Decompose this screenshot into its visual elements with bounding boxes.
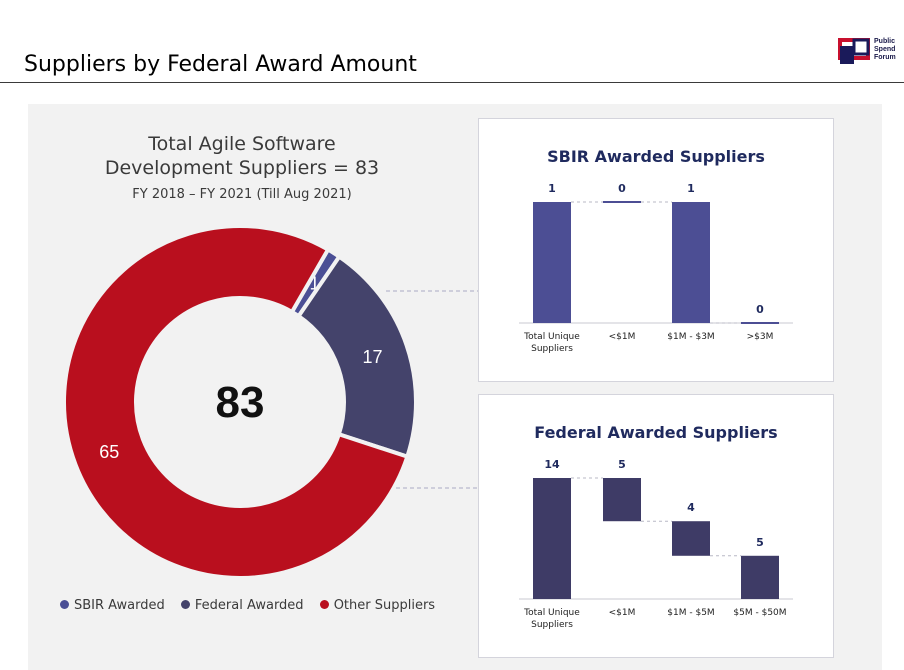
federal-bar-0	[533, 478, 571, 599]
sbir-chart-card: SBIR Awarded Suppliers 1 0 1 0 Total Unique S…	[478, 118, 834, 382]
legend-item-sbir: SBIR Awarded	[60, 598, 165, 613]
federal-category-label-0-line-1: Suppliers	[531, 620, 573, 630]
legend-swatch-sbir	[60, 600, 69, 609]
federal-value-label-0: 14	[544, 458, 560, 471]
legend-label-sbir: SBIR Awarded	[74, 598, 165, 613]
sbir-bar-2	[672, 202, 710, 323]
federal-value-label-3: 5	[756, 536, 764, 549]
sbir-value-label-2: 1	[687, 182, 695, 195]
federal-bar-chart: 14 5 4 5 Total Unique Suppliers <$1M $1M - $5M $…	[519, 458, 793, 630]
donut-legend: SBIR Awarded Federal Awarded Other Suppl…	[60, 598, 447, 613]
sbir-bar-0	[533, 202, 571, 323]
sbir-category-label-1: <$1M	[609, 332, 636, 342]
donut-title: Total Agile Software Development Supplie…	[28, 132, 456, 180]
donut-title-line-2: Development Suppliers = 83	[104, 157, 380, 179]
donut-title-line-1: Total Agile Software	[148, 133, 336, 155]
federal-category-label-2: $1M - $5M	[667, 608, 714, 618]
sbir-value-label-1: 0	[618, 182, 626, 195]
donut-subtitle: FY 2018 – FY 2021 (Till Aug 2021)	[132, 187, 352, 202]
sbir-category-label-2: $1M - $3M	[667, 332, 714, 342]
sbir-category-label-3: >$3M	[747, 332, 774, 342]
legend-swatch-federal	[180, 600, 190, 609]
slide-title: Suppliers by Federal Award Amount	[24, 52, 417, 77]
logo-word-3: Forum	[874, 54, 896, 61]
federal-value-label-2: 4	[687, 501, 695, 514]
logo-word-2: Spend	[874, 46, 896, 53]
federal-chart-title: Federal Awarded Suppliers	[534, 423, 778, 442]
federal-category-label-0-line-0: Total Unique	[523, 608, 580, 618]
sbir-bar-chart: 1 0 1 0 Total Unique Suppliers <$1M $1M - $3M >$…	[519, 182, 793, 354]
donut-label-sbir: 1	[310, 273, 320, 293]
legend-item-federal: Federal Awarded	[180, 598, 304, 613]
logo-mark-icon	[838, 38, 870, 64]
sbir-value-label-0: 1	[548, 182, 556, 195]
federal-bar-3	[741, 555, 779, 599]
donut-label-federal: 17	[363, 347, 383, 367]
legend-swatch-other	[319, 600, 329, 609]
sbir-category-label-0-line-1: Suppliers	[531, 344, 573, 354]
donut-slice-federal	[295, 253, 418, 460]
sbir-value-label-3: 0	[756, 303, 764, 316]
sbir-bar-3	[741, 322, 779, 324]
legend-label-federal: Federal Awarded	[194, 598, 304, 613]
public-spend-forum-logo: Public Spend Forum	[836, 36, 900, 68]
federal-bar-2	[672, 521, 710, 556]
federal-value-label-1: 5	[618, 458, 626, 471]
federal-category-label-1: <$1M	[609, 608, 636, 618]
donut-label-other: 65	[99, 442, 119, 462]
legend-item-other: Other Suppliers	[319, 598, 436, 613]
donut-center-total: 83	[215, 378, 265, 427]
sbir-bar-1	[603, 201, 641, 203]
sbir-category-label-0-line-0: Total Unique	[523, 332, 580, 342]
federal-chart-card: Federal Awarded Suppliers 14 5 4 5 Total Uni…	[478, 394, 834, 658]
federal-category-label-3: $5M - $50M	[733, 608, 786, 618]
sbir-chart-title: SBIR Awarded Suppliers	[547, 147, 765, 166]
logo-word-1: Public	[874, 38, 896, 45]
donut-slice-other	[62, 224, 410, 580]
title-divider	[0, 82, 904, 83]
federal-bar-1	[603, 478, 641, 522]
legend-label-other: Other Suppliers	[333, 598, 436, 613]
